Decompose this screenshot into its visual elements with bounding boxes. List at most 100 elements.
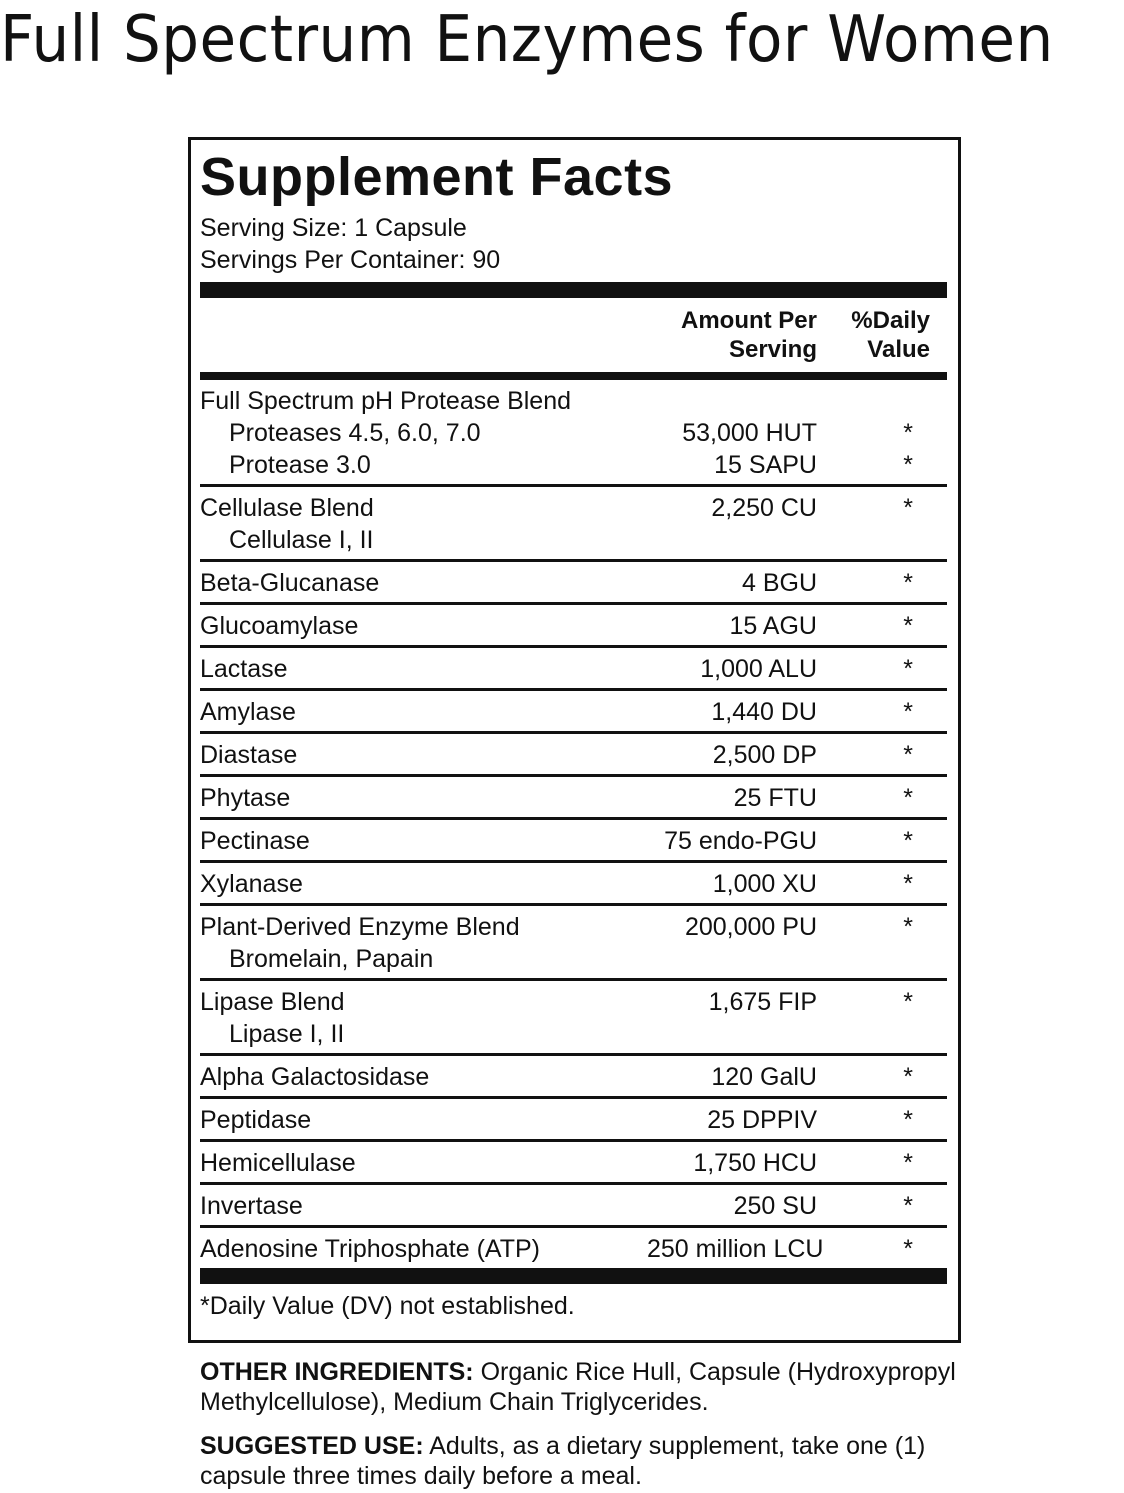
nutrient-row: Cellulase I, II: [200, 524, 947, 556]
footnote: *Daily Value (DV) not established.: [200, 1292, 575, 1320]
amount: 2,250 CU: [711, 494, 817, 522]
amount: 1,440 DU: [711, 698, 817, 726]
daily-value: *: [903, 870, 913, 898]
text: Adults, as a dietary supplement, take on…: [200, 1432, 926, 1490]
column-header: Amount Per Serving %Daily Value: [200, 298, 947, 372]
amount: 25 FTU: [733, 784, 817, 812]
nutrient-row: Lactase 1,000 ALU *: [200, 653, 947, 685]
nutrient-row: Hemicellulase 1,750 HCU *: [200, 1147, 947, 1179]
daily-value: *: [903, 988, 913, 1016]
nutrient-name: Lipase I, II: [229, 1020, 345, 1048]
facts-title: Supplement Facts: [200, 147, 674, 207]
amount: 250 million LCU: [647, 1235, 824, 1263]
nutrient-row: Full Spectrum pH Protease Blend: [200, 385, 947, 417]
daily-value: *: [903, 1149, 913, 1177]
amount: [647, 385, 817, 417]
nutrient-name: Cellulase I, II: [229, 526, 374, 554]
nutrient-name: Cellulase Blend: [200, 494, 374, 522]
nutrient-row: Bromelain, Papain: [200, 943, 947, 975]
amount: [647, 524, 817, 556]
nutrient-name: Lipase Blend: [200, 988, 345, 1016]
nutrient-name: Protease 3.0: [229, 451, 371, 479]
serving-size: Serving Size: 1 Capsule: [200, 214, 467, 242]
nutrient-row: Pectinase 75 endo-PGU *: [200, 825, 947, 857]
nutrient-row: Alpha Galactosidase 120 GalU *: [200, 1061, 947, 1093]
amount: 53,000 HUT: [682, 419, 817, 447]
nutrient-group: Peptidase 25 DPPIV *: [200, 1099, 947, 1142]
daily-value: [817, 385, 947, 417]
amount: 1,675 FIP: [708, 988, 817, 1016]
nutrient-name: Beta-Glucanase: [200, 569, 380, 597]
nutrient-name: Amylase: [200, 698, 296, 726]
amount: 2,500 DP: [712, 741, 817, 769]
nutrient-row: Peptidase 25 DPPIV *: [200, 1104, 947, 1136]
nutrient-name: Phytase: [200, 784, 291, 812]
nutrient-row: Xylanase 1,000 XU *: [200, 868, 947, 900]
header-line: Serving: [728, 336, 817, 363]
nutrient-row: Lipase Blend 1,675 FIP *: [200, 986, 947, 1018]
amount: 25 DPPIV: [707, 1106, 817, 1134]
daily-value: *: [903, 419, 913, 447]
nutrient-name: Lactase: [200, 655, 288, 683]
amount: [647, 943, 817, 975]
nutrient-name: Xylanase: [200, 870, 303, 898]
nutrient-name: Pectinase: [200, 827, 310, 855]
nutrient-group: Hemicellulase 1,750 HCU *: [200, 1142, 947, 1185]
daily-value: *: [903, 913, 913, 941]
amount: 1,000 XU: [712, 870, 817, 898]
nutrient-group: Diastase 2,500 DP *: [200, 734, 947, 777]
nutrient-group: Glucoamylase 15 AGU *: [200, 605, 947, 648]
nutrient-name: Invertase: [200, 1192, 303, 1220]
nutrient-name: Diastase: [200, 741, 298, 769]
nutrient-name: Alpha Galactosidase: [200, 1063, 430, 1091]
facts-inner: Supplement Facts Serving Size: 1 Capsule…: [200, 140, 947, 1322]
nutrient-name: Peptidase: [200, 1106, 312, 1134]
amount: 15 AGU: [729, 612, 817, 640]
nutrient-group: Cellulase Blend 2,250 CU * Cellulase I, II: [200, 487, 947, 562]
header-line: %Daily: [851, 307, 930, 334]
nutrient-row: Invertase 250 SU *: [200, 1190, 947, 1222]
daily-value: *: [903, 741, 913, 769]
nutrient-row: Phytase 25 FTU *: [200, 782, 947, 814]
nutrient-row: Beta-Glucanase 4 BGU *: [200, 567, 947, 599]
nutrient-group: Amylase 1,440 DU *: [200, 691, 947, 734]
nutrient-row: Amylase 1,440 DU *: [200, 696, 947, 728]
daily-value: *: [903, 655, 913, 683]
nutrient-group: Lipase Blend 1,675 FIP * Lipase I, II: [200, 981, 947, 1056]
nutrient-name: Plant-Derived Enzyme Blend: [200, 913, 520, 941]
medium-rule: [200, 372, 947, 380]
nutrient-group: Xylanase 1,000 XU *: [200, 863, 947, 906]
nutrient-row: Protease 3.0 15 SAPU *: [200, 449, 947, 481]
daily-value: *: [903, 784, 913, 812]
label: OTHER INGREDIENTS:: [200, 1358, 474, 1386]
daily-value: *: [903, 1106, 913, 1134]
daily-value: *: [903, 1063, 913, 1091]
nutrient-name: Glucoamylase: [200, 612, 359, 640]
daily-value: *: [903, 612, 913, 640]
nutrient-group: Phytase 25 FTU *: [200, 777, 947, 820]
daily-value: [817, 524, 947, 556]
facts-panel: Supplement Facts Serving Size: 1 Capsule…: [188, 137, 961, 1343]
text: Organic Rice Hull, Capsule (Hydroxypropy…: [200, 1358, 956, 1416]
thick-rule: [200, 1268, 947, 1284]
amount: 1,750 HCU: [693, 1149, 817, 1177]
daily-value: *: [903, 494, 913, 522]
amount: 1,000 ALU: [700, 655, 817, 683]
daily-value: [817, 1018, 947, 1050]
nutrient-group: Pectinase 75 endo-PGU *: [200, 820, 947, 863]
amount: 120 GalU: [711, 1063, 817, 1091]
nutrient-group: Beta-Glucanase 4 BGU *: [200, 562, 947, 605]
label: SUGGESTED USE:: [200, 1432, 424, 1460]
amount-header: Amount Per Serving: [647, 306, 817, 364]
daily-value: *: [903, 569, 913, 597]
amount: [647, 1018, 817, 1050]
daily-value: *: [903, 1235, 913, 1263]
amount: 75 endo-PGU: [664, 827, 817, 855]
servings-per-container: Servings Per Container: 90: [200, 246, 501, 274]
daily-value: *: [903, 451, 913, 479]
amount: 250 SU: [733, 1192, 817, 1220]
dv-header: %Daily Value: [817, 306, 947, 364]
daily-value: [817, 943, 947, 975]
header-line: Value: [867, 336, 930, 363]
